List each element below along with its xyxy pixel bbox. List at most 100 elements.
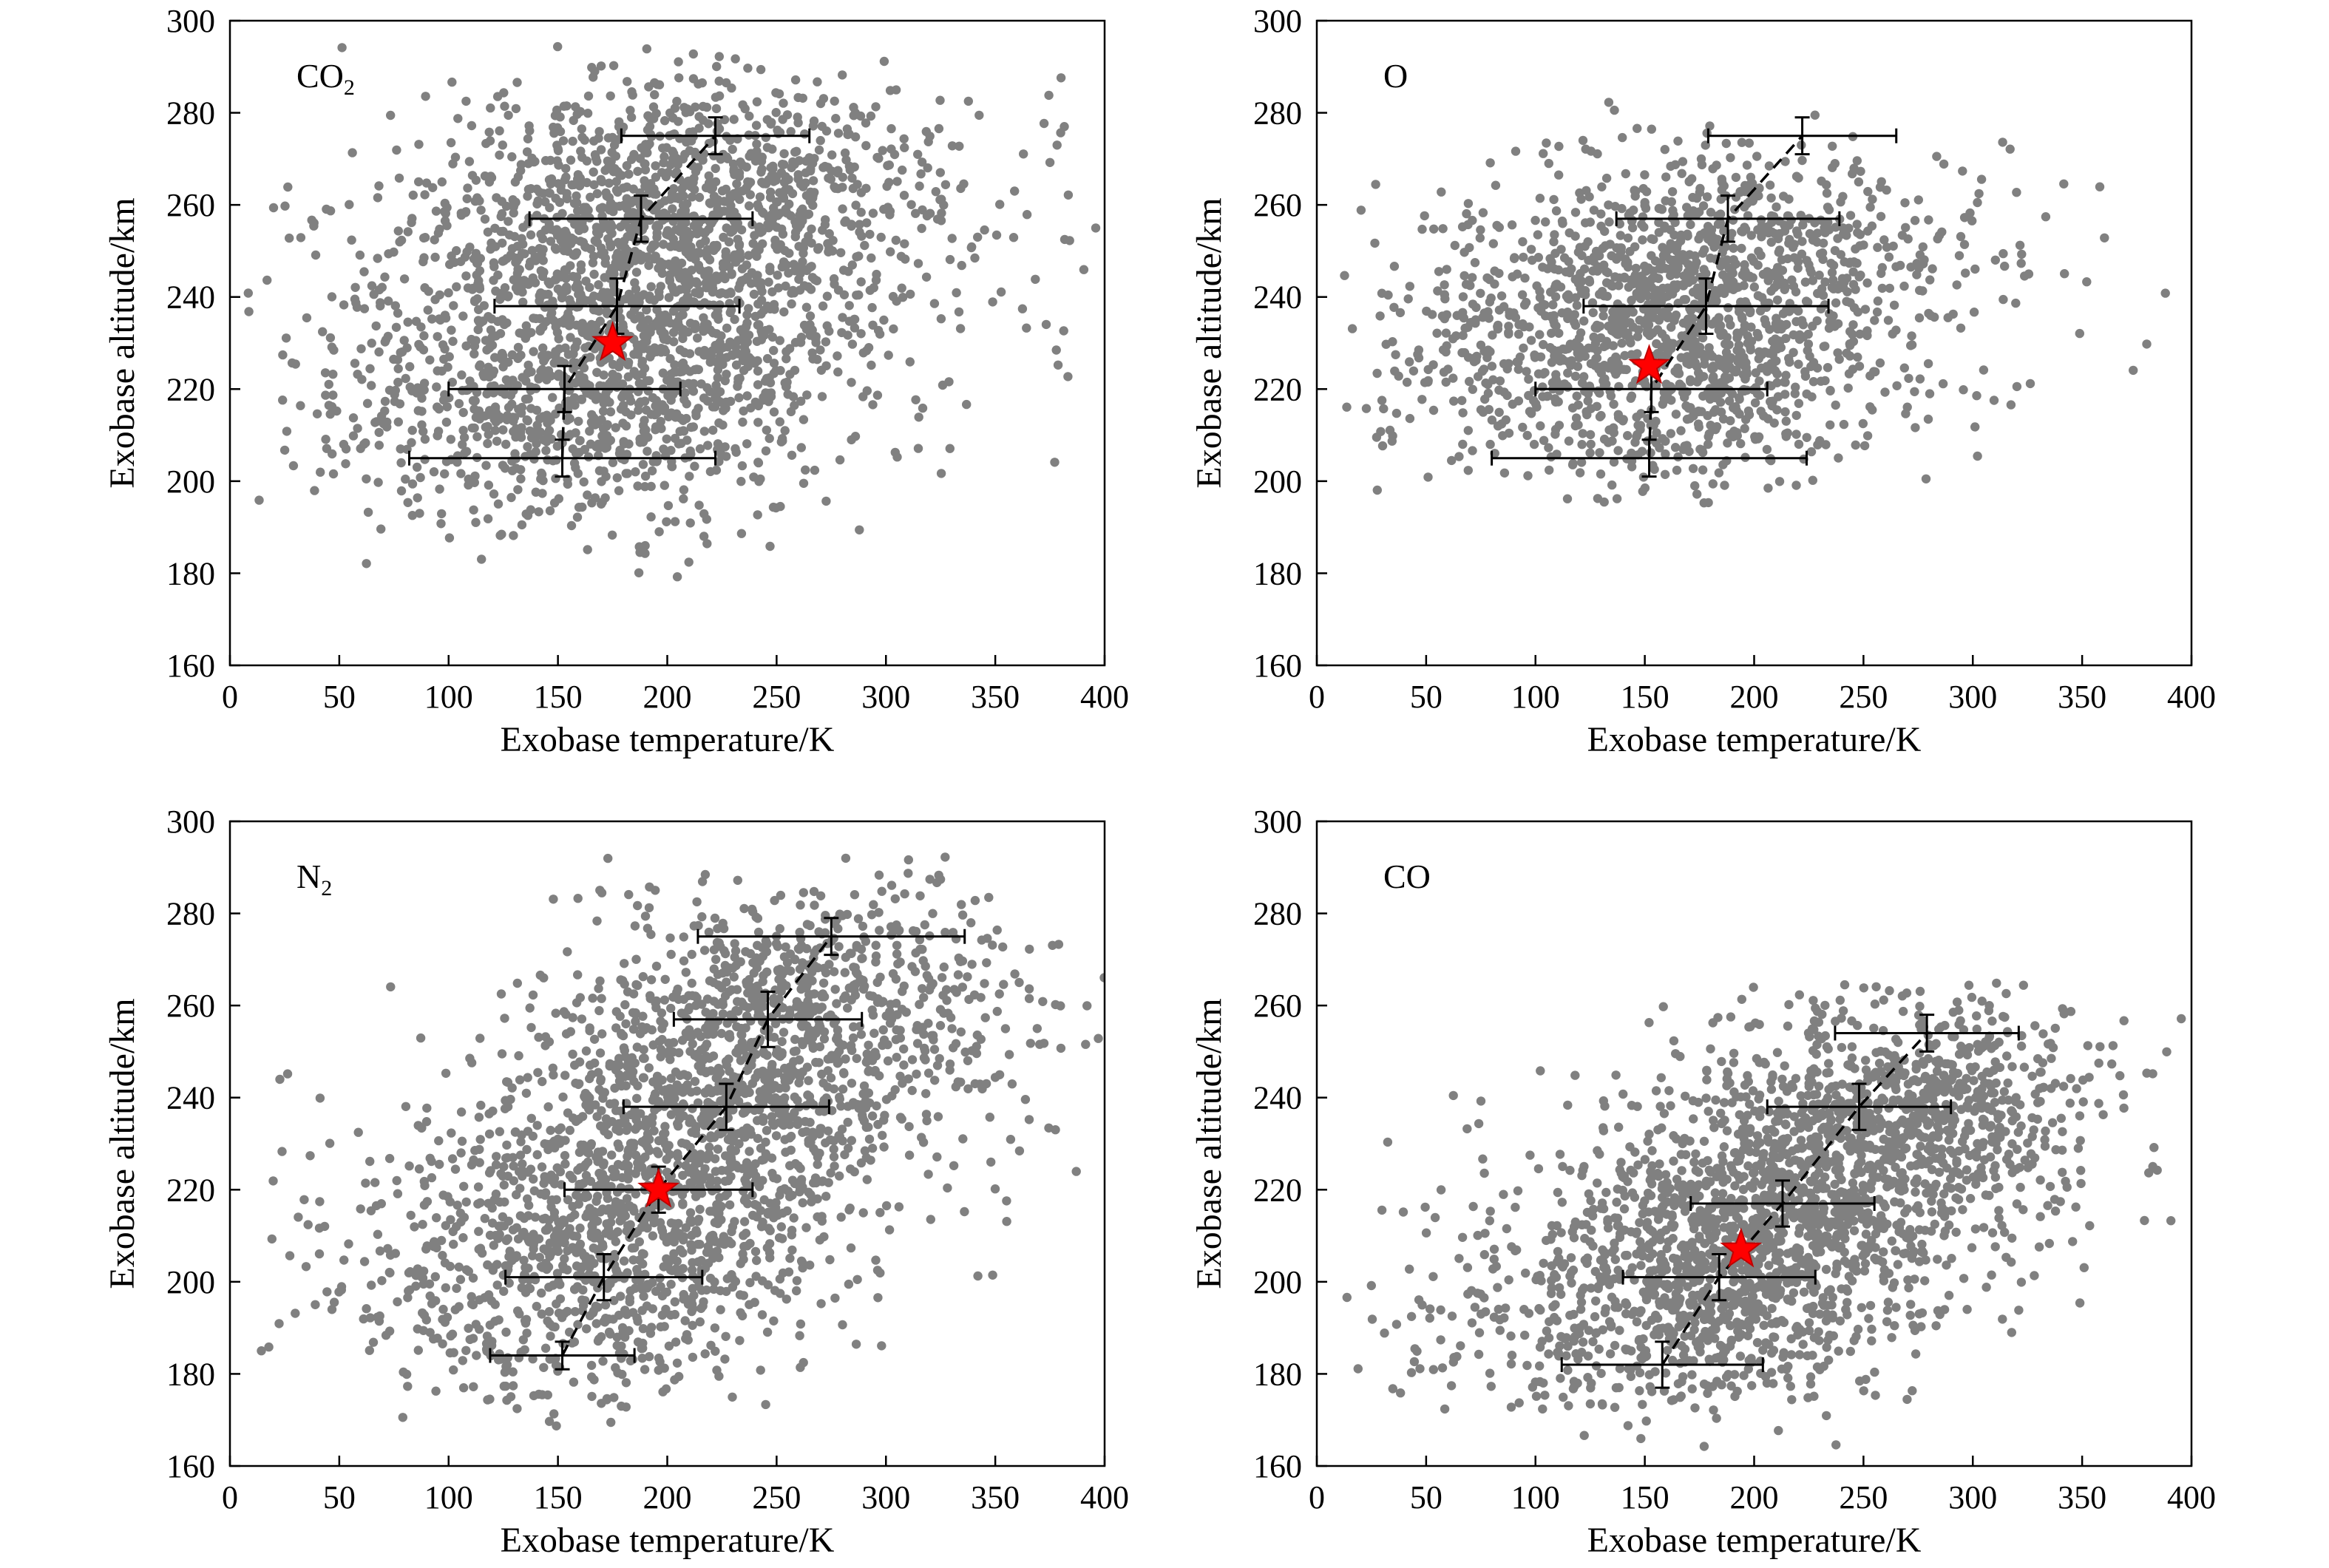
scatter-point (1468, 446, 1477, 455)
scatter-point (467, 171, 478, 180)
scatter-point (724, 237, 734, 247)
scatter-point (1862, 431, 1873, 441)
scatter-point (1601, 267, 1611, 276)
scatter-point (1652, 428, 1661, 438)
scatter-point (345, 200, 354, 209)
scatter-point (917, 223, 926, 234)
scatter-point (786, 407, 796, 417)
scatter-point (619, 237, 629, 246)
scatter-point (1700, 359, 1709, 369)
scatter-point (936, 314, 946, 324)
scatter-point (1593, 149, 1602, 159)
scatter-point (489, 258, 499, 268)
scatter-point (1774, 477, 1785, 486)
scatter-point (362, 559, 371, 569)
scatter-point (659, 259, 669, 269)
scatter-point (1723, 438, 1732, 448)
scatter-point (518, 297, 528, 307)
scatter-point (646, 282, 656, 291)
scatter-point (726, 288, 736, 298)
scatter-point (367, 281, 377, 291)
x-axis-title: Exobase temperature/K (501, 720, 835, 759)
scatter-point (686, 242, 696, 252)
scatter-point (538, 343, 548, 353)
scatter-point (779, 98, 788, 108)
scatter-point (702, 383, 712, 393)
scatter-point (659, 406, 668, 415)
scatter-point (1390, 366, 1400, 376)
scatter-point (1463, 466, 1474, 475)
scatter-point (1660, 469, 1670, 479)
scatter-point (1670, 443, 1681, 452)
scatter-point (403, 317, 413, 327)
scatter-point (1899, 363, 1909, 373)
scatter-point (925, 132, 935, 141)
scatter-point (1370, 238, 1380, 248)
scatter-point (1621, 364, 1631, 375)
scatter-point (608, 458, 618, 467)
scatter-point (1586, 439, 1596, 449)
scatter-point (1063, 372, 1073, 381)
scatter-point (568, 271, 578, 282)
scatter-point (1744, 138, 1754, 148)
scatter-point (1853, 228, 1862, 237)
scatter-point (752, 139, 762, 149)
scatter-point (501, 375, 512, 384)
scatter-point (1056, 73, 1066, 83)
scatter-point (918, 403, 928, 413)
scatter-point (526, 230, 536, 240)
scatter-point (1545, 254, 1555, 263)
scatter-point (769, 407, 779, 417)
scatter-point (1794, 173, 1803, 183)
scatter-point (1588, 308, 1598, 318)
scatter-point (457, 370, 467, 380)
scatter-point (943, 1183, 952, 1193)
scatter-point (636, 397, 645, 407)
scatter-point (818, 301, 828, 311)
scatter-point (419, 331, 429, 341)
scatter-point (328, 469, 339, 479)
scatter-point (1554, 141, 1564, 152)
scatter-point (1485, 274, 1494, 285)
scatter-point (1577, 251, 1587, 260)
scatter-point (1904, 373, 1913, 383)
scatter-point (560, 1136, 570, 1145)
scatter-point (616, 404, 626, 414)
scatter-point (374, 181, 384, 191)
scatter-point (1828, 141, 1837, 151)
scatter-point (441, 457, 452, 466)
scatter-point (665, 108, 675, 118)
scatter-point (1698, 201, 1709, 211)
scatter-point (1658, 283, 1668, 293)
scatter-point (471, 517, 481, 527)
scatter-point (420, 455, 430, 464)
scatter-point (1458, 292, 1468, 302)
scatter-point (1863, 186, 1873, 197)
scatter-point (921, 1089, 931, 1099)
scatter-point (1513, 357, 1523, 367)
scatter-point (1417, 395, 1427, 404)
scatter-point (793, 223, 803, 233)
scatter-point (872, 1101, 881, 1111)
x-tick-label: 0 (222, 679, 238, 715)
scatter-point (1564, 436, 1574, 446)
scatter-point (642, 405, 651, 415)
scatter-point (309, 221, 319, 231)
scatter-point (586, 319, 597, 330)
scatter-point (437, 366, 447, 376)
scatter-point (1543, 264, 1553, 274)
scatter-point (775, 336, 785, 345)
scatter-point (804, 209, 814, 219)
scatter-point (729, 115, 739, 124)
scatter-point (420, 233, 430, 242)
scatter-point (1911, 423, 1920, 432)
scatter-point (393, 226, 403, 236)
scatter-point (1499, 302, 1509, 311)
scatter-point (606, 407, 616, 417)
scatter-point (771, 1131, 782, 1141)
scatter-point (488, 370, 498, 379)
scatter-point (1375, 311, 1385, 321)
scatter-point (1855, 329, 1865, 339)
error-bar (528, 194, 754, 243)
scatter-point (572, 512, 583, 522)
